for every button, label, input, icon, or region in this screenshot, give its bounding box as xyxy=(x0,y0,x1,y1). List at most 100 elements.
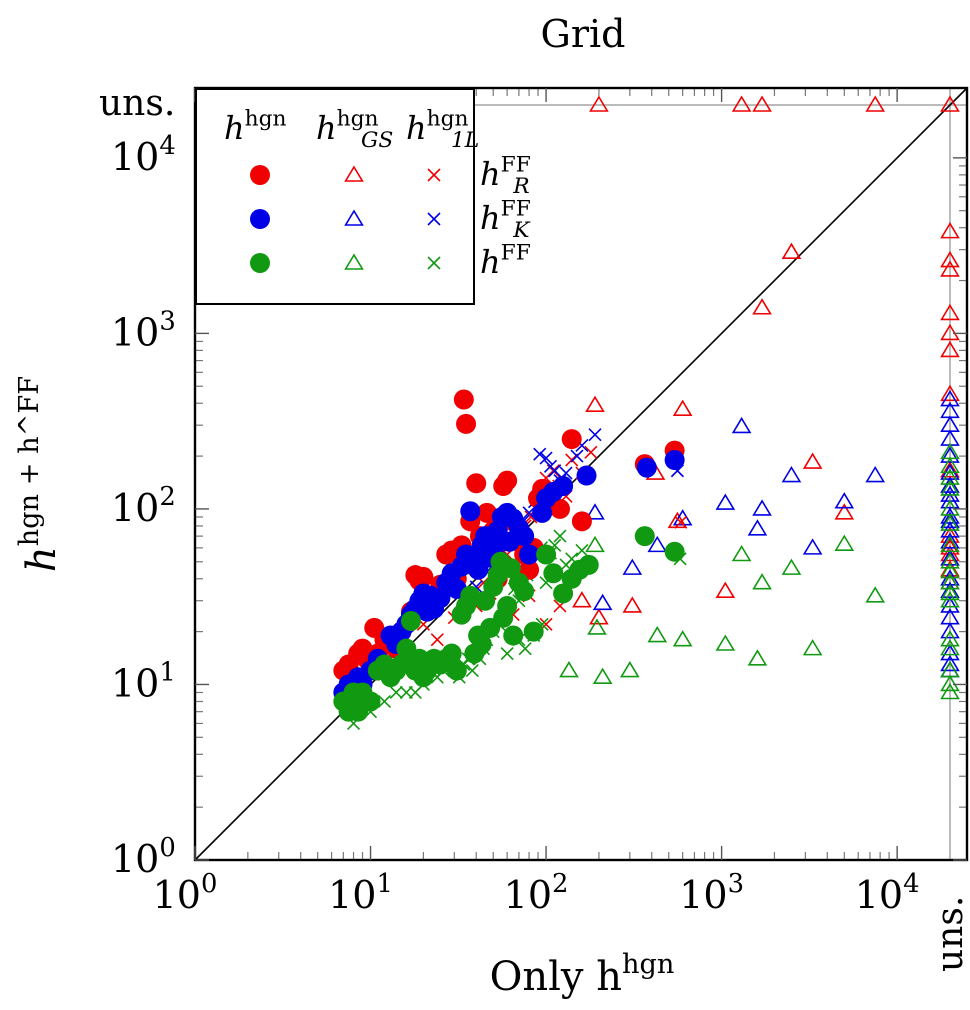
red-circle-point xyxy=(476,502,497,523)
green-triangle-point xyxy=(559,661,579,678)
x-axis-label-text: Only hhgn​ xyxy=(490,949,675,1000)
green-triangle-point xyxy=(940,682,960,700)
green-circle-point xyxy=(497,595,518,616)
cross-stroke xyxy=(533,447,547,461)
blue-triangle-point xyxy=(940,532,960,549)
cross-stroke xyxy=(518,642,532,656)
red-triangle-point xyxy=(622,596,643,613)
y-unsolved-label: uns. xyxy=(99,83,175,124)
x-tick-label: 104​ xyxy=(855,869,920,917)
blue-triangle-point xyxy=(940,654,960,672)
cross-stroke xyxy=(465,663,479,678)
chart-title: Grid xyxy=(541,12,626,56)
blue-triangle-point xyxy=(622,558,643,575)
red-triangle-point xyxy=(802,452,823,469)
y-tick-label: 103​ xyxy=(111,306,176,354)
red-triangle-point xyxy=(589,95,609,112)
blue-triangle-point xyxy=(834,492,855,509)
red-circle-point xyxy=(453,389,474,410)
legend: hhgn​ hhgn​GS​ hhgn​1L​hFF​R​hFF​K​hFF​ xyxy=(195,88,531,305)
cross-stroke xyxy=(575,543,589,558)
green-triangle-point xyxy=(592,667,613,684)
blue-cross-point xyxy=(548,464,562,478)
legend-blue-cross xyxy=(427,212,441,226)
red-triangle-point xyxy=(731,95,752,112)
green-circle-point xyxy=(503,625,524,646)
legend-blue-circle xyxy=(250,209,270,229)
red-triangle-point xyxy=(940,222,960,239)
green-triangle-point xyxy=(940,639,960,656)
red-cross-point xyxy=(430,633,444,647)
x-tick-label: 100​ xyxy=(153,869,218,917)
green-triangle-point xyxy=(672,630,693,647)
green-triangle-point xyxy=(940,514,960,531)
cross-stroke xyxy=(548,464,562,478)
cross-stroke xyxy=(430,633,444,647)
green-circle-point xyxy=(664,541,685,562)
x-tick-label: 103​ xyxy=(679,869,744,917)
y-tick-label: 104​ xyxy=(111,131,176,179)
blue-circle-point xyxy=(553,476,574,497)
green-triangle-point xyxy=(647,625,668,643)
legend-column-header: hhgn​1L​ xyxy=(406,107,479,153)
blue-circle-point xyxy=(576,465,597,486)
y-axis-label: hhgn + h^FF​ xyxy=(14,376,65,572)
green-triangle-point xyxy=(752,573,772,590)
red-triangle-point xyxy=(940,250,960,268)
blue-triangle-point xyxy=(781,465,802,483)
green-circle-point xyxy=(500,558,521,579)
green-circle-point xyxy=(634,526,655,547)
blue-circle-point xyxy=(664,449,685,470)
red-triangle-point xyxy=(752,95,772,112)
blue-cross-point xyxy=(533,447,547,461)
blue-triangle-point xyxy=(715,493,736,510)
blue-triangle-point xyxy=(940,476,960,493)
green-triangle-point xyxy=(940,468,960,485)
blue-triangle-point xyxy=(940,596,960,613)
red-triangle-point xyxy=(940,323,960,341)
red-circle-point xyxy=(466,473,487,494)
cross-stroke xyxy=(588,428,602,442)
green-cross-point xyxy=(377,694,392,709)
green-circle-point xyxy=(553,583,574,604)
green-triangle-point xyxy=(940,573,960,590)
green-circle-point xyxy=(441,643,462,664)
cross-stroke xyxy=(565,453,579,467)
cross-stroke xyxy=(570,449,584,463)
red-triangle-point xyxy=(834,503,855,520)
legend-red-cross xyxy=(427,168,441,182)
cross-stroke xyxy=(500,646,514,661)
cross-stroke xyxy=(584,445,598,459)
x-unsolved-label: uns. xyxy=(930,896,970,972)
red-triangle-point xyxy=(940,260,960,277)
green-triangle-point xyxy=(731,544,752,562)
blue-triangle-point xyxy=(592,593,613,611)
x-axis-label: Only hhgn​ xyxy=(490,949,675,1000)
green-triangle-point xyxy=(940,552,960,569)
cross-stroke xyxy=(565,552,579,566)
green-circle-point xyxy=(514,581,535,602)
green-cross-point xyxy=(553,529,567,543)
blue-triangle-point xyxy=(752,499,772,516)
legend-green-triangle xyxy=(344,253,364,270)
red-triangle-point xyxy=(940,526,960,543)
blue-triangle-point xyxy=(865,465,886,483)
red-circle-point xyxy=(571,511,592,532)
green-triangle-point xyxy=(940,591,960,608)
legend-blue-triangle xyxy=(344,209,364,226)
green-circle-point xyxy=(446,660,467,681)
green-circle-point xyxy=(543,563,564,584)
legend-column-header: hhgn​ xyxy=(224,107,287,147)
cross-stroke xyxy=(389,685,403,700)
red-triangle-point xyxy=(940,95,960,112)
green-triangle-point xyxy=(940,479,960,496)
green-triangle-point xyxy=(940,583,960,601)
blue-triangle-point xyxy=(940,511,960,529)
red-triangle-point xyxy=(672,399,693,416)
blue-circle-point xyxy=(519,544,540,565)
legend-row-label: hFF​K​ xyxy=(480,197,531,243)
blue-triangle-point xyxy=(940,643,960,661)
green-cross-point xyxy=(575,543,589,558)
x-tick-label: 102​ xyxy=(504,869,569,917)
green-triangle-point xyxy=(747,649,768,666)
